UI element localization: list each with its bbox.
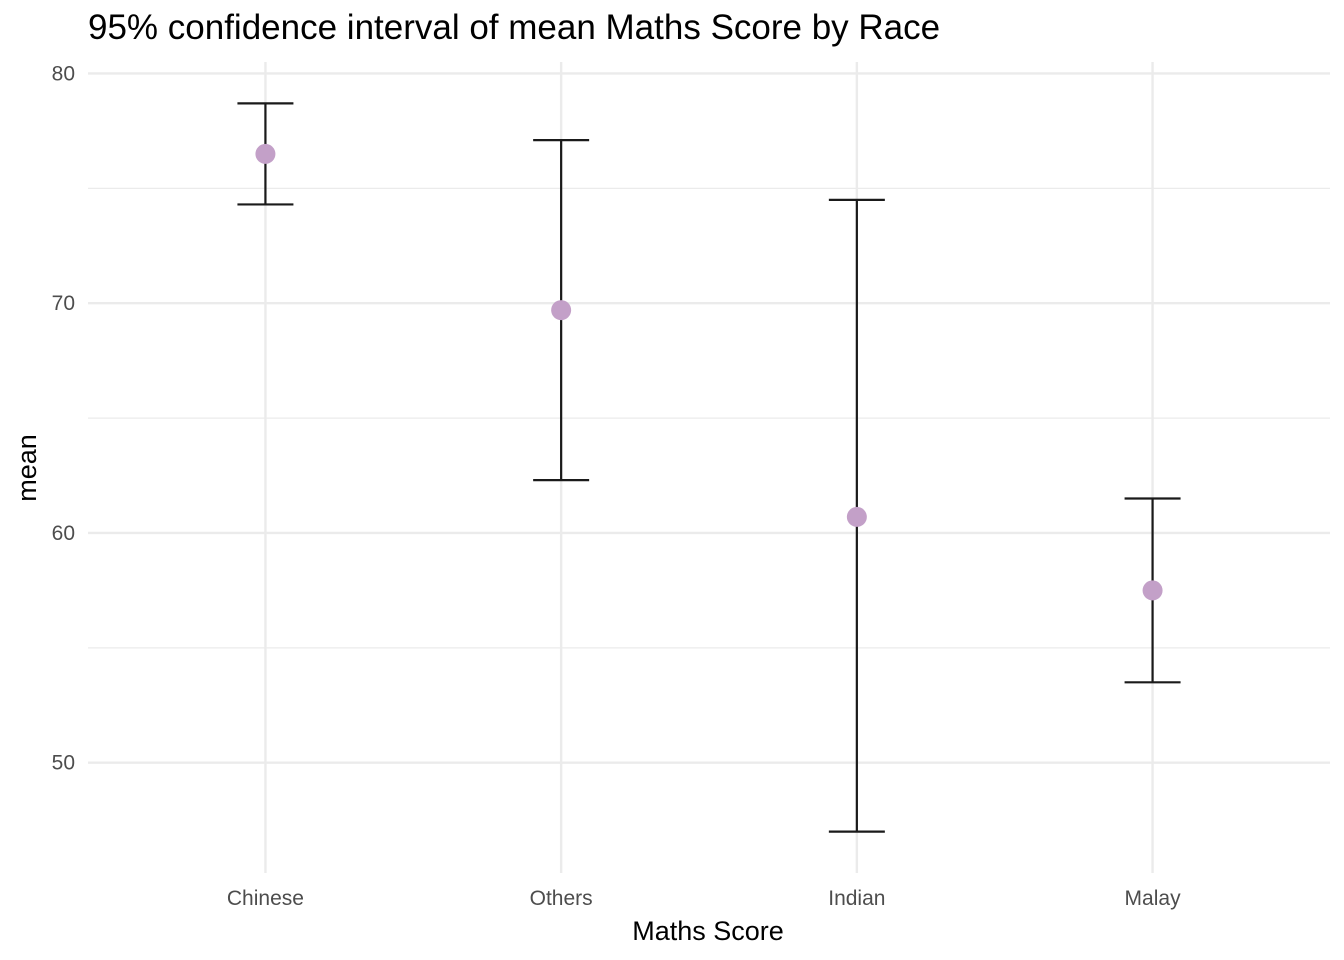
mean-point-chinese xyxy=(255,143,276,164)
mean-point-indian xyxy=(846,506,867,527)
y-axis-ticks: 50 60 70 80 xyxy=(52,62,75,774)
x-axis-ticks: Chinese Others Indian Malay xyxy=(227,887,1181,910)
x-tick-label-malay: Malay xyxy=(1125,887,1182,910)
chart-title: 95% confidence interval of mean Maths Sc… xyxy=(88,8,941,47)
x-tick-label-indian: Indian xyxy=(828,887,885,910)
grid xyxy=(88,62,1330,873)
y-tick-label-70: 70 xyxy=(52,292,75,315)
y-tick-label-80: 80 xyxy=(52,62,75,85)
y-tick-label-60: 60 xyxy=(52,522,75,545)
mean-points xyxy=(255,143,1163,601)
y-tick-label-50: 50 xyxy=(52,752,75,775)
x-tick-label-others: Others xyxy=(530,887,593,910)
y-axis-title: mean xyxy=(12,434,42,502)
mean-point-others xyxy=(551,300,572,321)
mean-point-malay xyxy=(1142,580,1163,601)
x-axis-title: Maths Score xyxy=(632,916,784,946)
error-bars xyxy=(237,102,1181,833)
x-tick-label-chinese: Chinese xyxy=(227,887,304,910)
